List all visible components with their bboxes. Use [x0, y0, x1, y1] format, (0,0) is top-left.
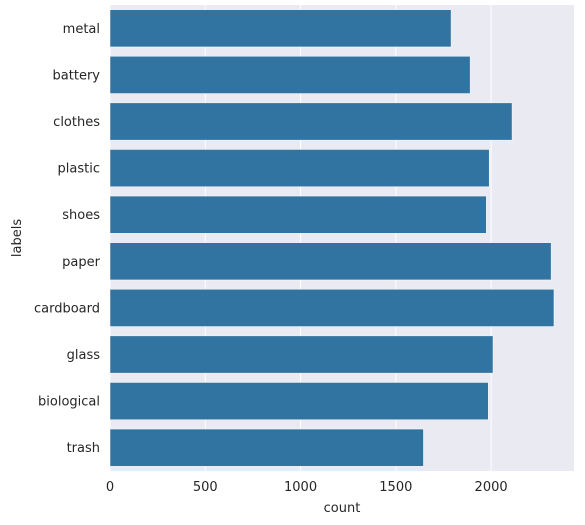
y-tick-label: battery	[53, 68, 101, 83]
bar-cardboard	[109, 289, 555, 327]
bar-metal	[109, 9, 452, 48]
bar-glass	[109, 335, 494, 374]
bar-biological	[109, 382, 489, 420]
y-tick-label: shoes	[62, 208, 100, 223]
y-tick-label: clothes	[53, 115, 100, 130]
bar-trash	[109, 428, 424, 467]
y-tick-label: plastic	[58, 162, 100, 177]
y-tick-label: glass	[67, 348, 101, 363]
y-tick-label: cardboard	[34, 301, 100, 316]
bars	[109, 9, 555, 467]
y-tick-labels: metal battery clothes plastic shoes paper card…	[34, 22, 101, 456]
y-tick-label: metal	[63, 22, 100, 37]
bar-plastic	[109, 149, 490, 187]
y-axis-label: labels	[10, 219, 25, 257]
x-tick-label: 1000	[284, 480, 317, 495]
x-tick-label: 1500	[379, 480, 412, 495]
x-tick-labels: 0 500 1000 1500 2000	[106, 480, 508, 495]
x-tick-label: 2000	[475, 480, 508, 495]
y-tick-label: trash	[67, 441, 100, 456]
x-tick-label: 0	[106, 480, 114, 495]
y-tick-label: biological	[38, 395, 100, 410]
bar-shoes	[109, 195, 487, 234]
bar-paper	[109, 242, 552, 281]
x-axis-label: count	[324, 501, 361, 516]
x-tick-label: 500	[193, 480, 218, 495]
y-tick-label: paper	[62, 255, 100, 270]
bar-clothes	[109, 102, 513, 141]
bar-battery	[109, 56, 471, 94]
